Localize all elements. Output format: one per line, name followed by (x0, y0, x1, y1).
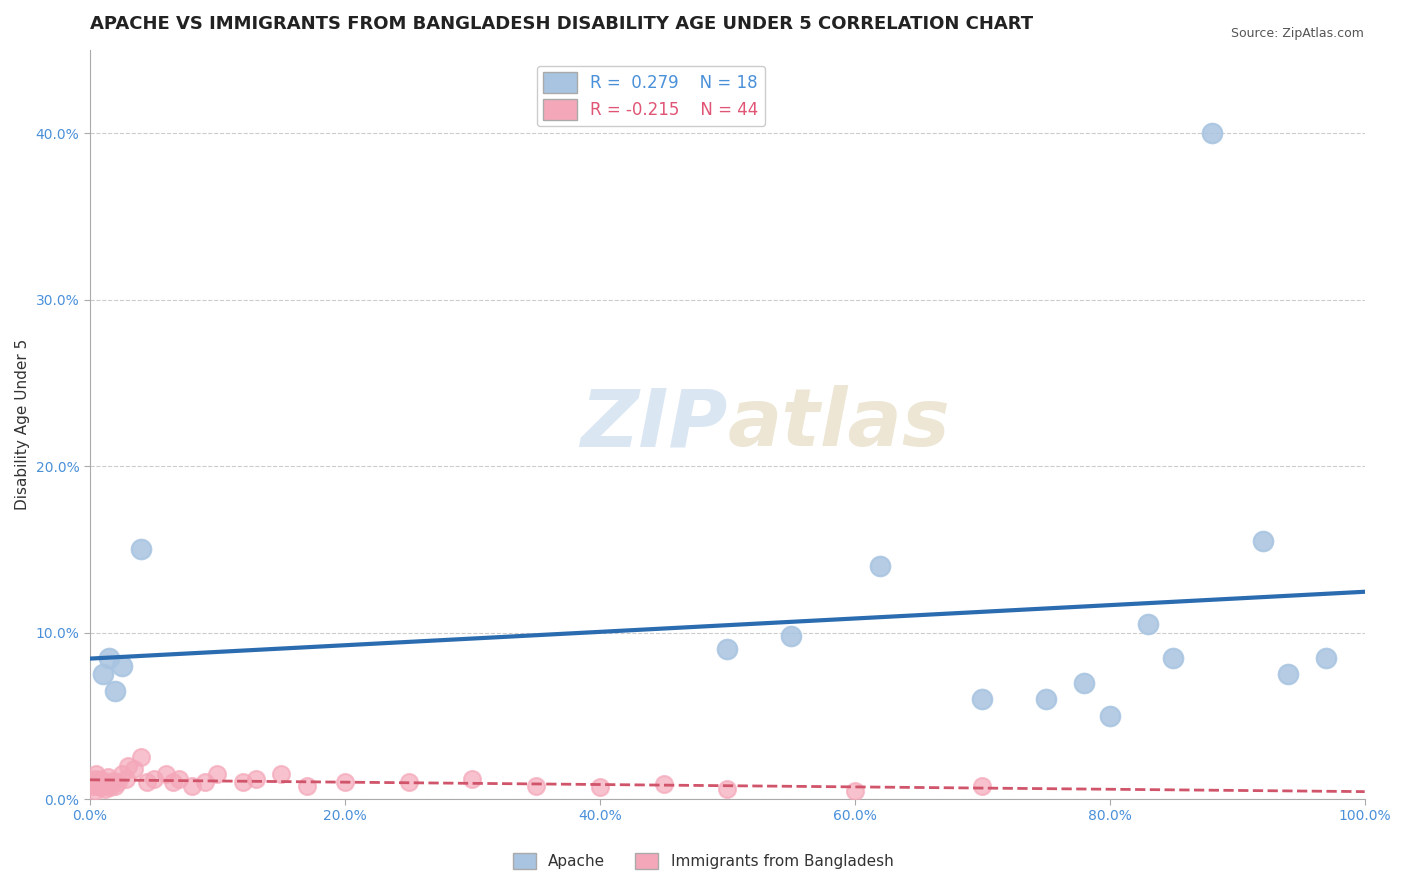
Point (84, 783, 107, 797)
Point (180, 779, 202, 793)
Point (1136, 617, 1159, 632)
Point (114, 772, 136, 786)
Point (1315, 650, 1337, 665)
Point (104, 683, 127, 698)
Point (652, 777, 675, 791)
Point (1201, 126, 1223, 140)
Point (245, 772, 267, 786)
Point (84, 767, 107, 781)
Legend: Apache, Immigrants from Bangladesh: Apache, Immigrants from Bangladesh (506, 847, 900, 875)
Point (155, 767, 177, 781)
Y-axis label: Disability Age Under 5: Disability Age Under 5 (15, 339, 30, 510)
Point (98, 777, 121, 791)
Point (589, 780, 612, 795)
Point (162, 775, 184, 789)
Point (398, 775, 420, 789)
Point (91, 777, 114, 791)
Point (98, 780, 121, 795)
Text: APACHE VS IMMIGRANTS FROM BANGLADESH DISABILITY AGE UNDER 5 CORRELATION CHART: APACHE VS IMMIGRANTS FROM BANGLADESH DIS… (90, 15, 1033, 33)
Point (524, 779, 547, 793)
Point (101, 773, 124, 788)
Point (97, 771, 120, 785)
Point (90, 780, 112, 795)
Text: atlas: atlas (727, 385, 950, 464)
Legend: R =  0.279    N = 18, R = -0.215    N = 44: R = 0.279 N = 18, R = -0.215 N = 44 (537, 66, 765, 127)
Point (124, 762, 146, 776)
Point (844, 783, 866, 797)
Point (89, 772, 111, 786)
Point (117, 758, 139, 772)
Point (82, 779, 104, 793)
Point (87, 775, 110, 789)
Point (1073, 675, 1095, 690)
Point (83, 772, 105, 786)
Point (333, 775, 356, 789)
Point (869, 558, 891, 573)
Point (111, 658, 134, 673)
Point (129, 750, 152, 764)
Point (295, 779, 318, 793)
Point (136, 775, 159, 789)
Point (461, 772, 484, 786)
Text: Source: ZipAtlas.com: Source: ZipAtlas.com (1230, 27, 1364, 40)
Point (1163, 650, 1185, 665)
Point (98, 650, 121, 665)
Point (194, 775, 217, 789)
Point (129, 542, 152, 557)
Point (972, 779, 994, 793)
Point (86, 779, 108, 793)
Text: ZIP: ZIP (579, 385, 727, 464)
Point (80, 775, 103, 789)
Point (96, 775, 118, 789)
Point (270, 767, 292, 781)
Point (91, 667, 114, 681)
Point (207, 767, 229, 781)
Point (1277, 667, 1299, 681)
Point (1098, 708, 1121, 723)
Point (232, 775, 254, 789)
Point (716, 782, 738, 797)
Point (142, 772, 165, 786)
Point (167, 772, 190, 786)
Point (1035, 692, 1057, 706)
Point (94, 782, 117, 797)
Point (104, 779, 127, 793)
Point (716, 642, 738, 657)
Point (111, 767, 134, 781)
Point (107, 775, 129, 789)
Point (1251, 533, 1274, 548)
Point (780, 629, 803, 643)
Point (972, 692, 994, 706)
